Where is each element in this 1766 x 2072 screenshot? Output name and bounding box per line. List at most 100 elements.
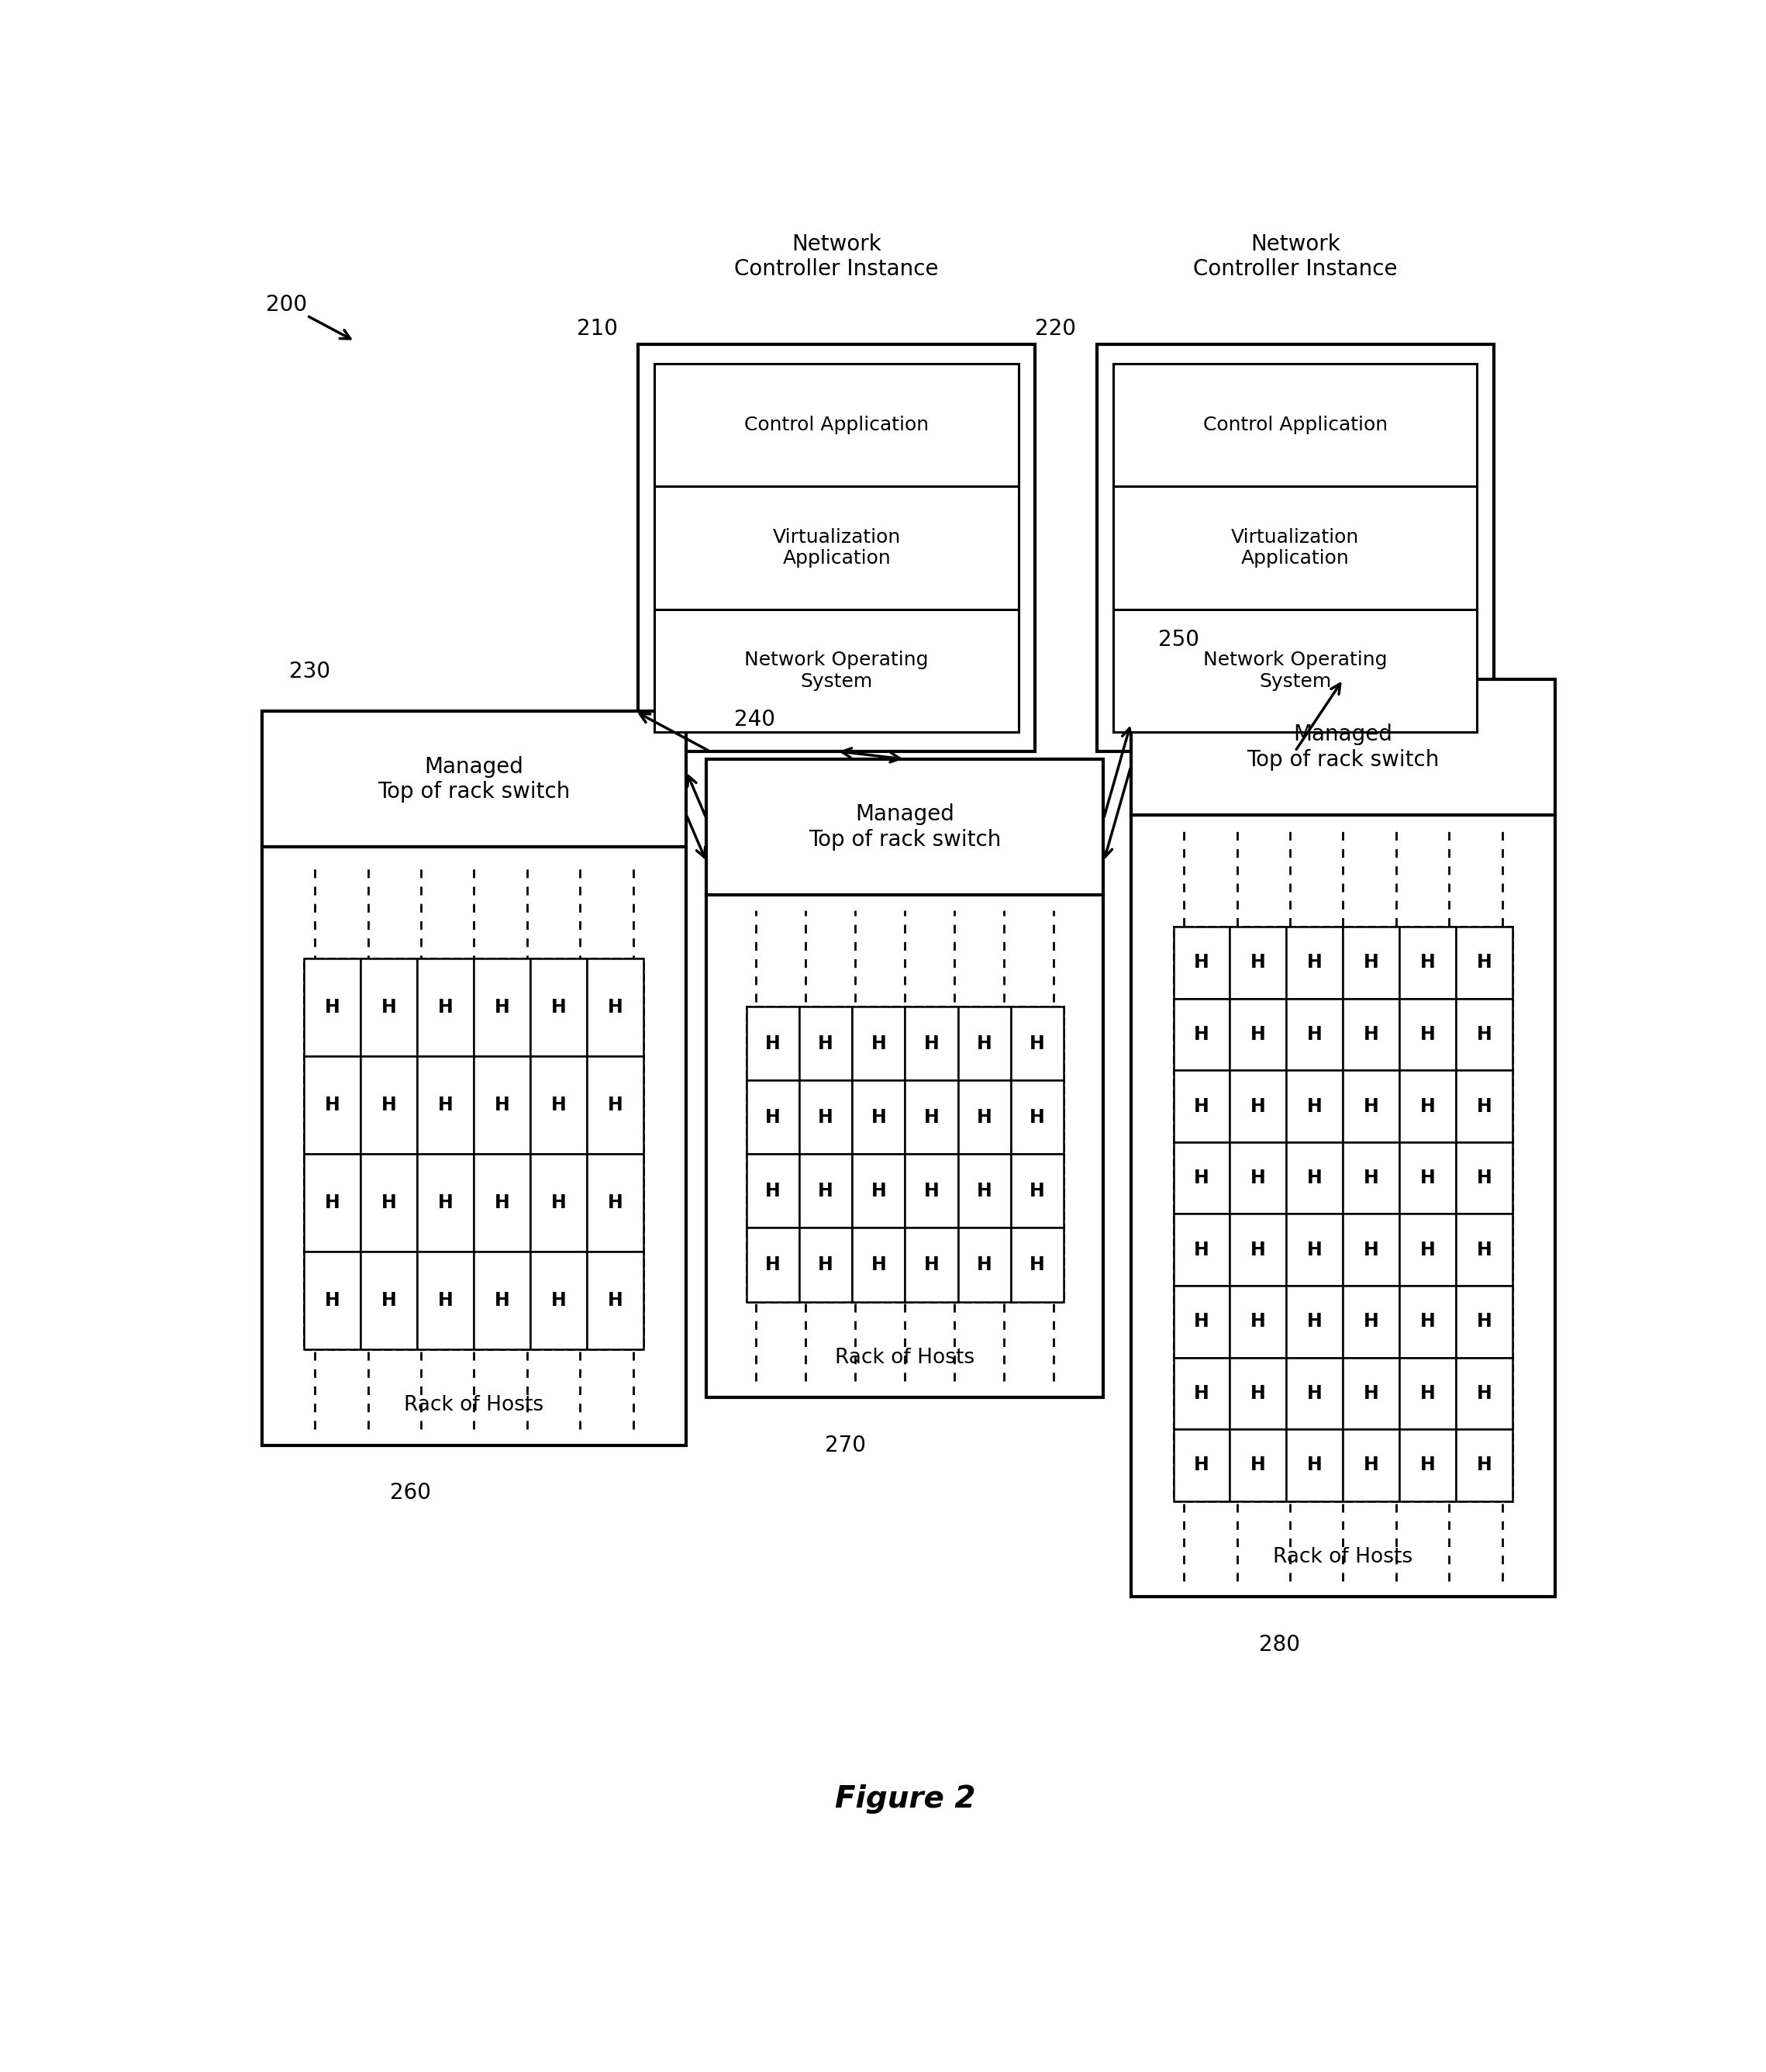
FancyBboxPatch shape (473, 1057, 530, 1154)
Text: H: H (1194, 1312, 1210, 1330)
FancyBboxPatch shape (1457, 1071, 1513, 1142)
Text: H: H (818, 1181, 834, 1200)
Text: H: H (1363, 1457, 1379, 1475)
FancyBboxPatch shape (1286, 1142, 1344, 1214)
FancyBboxPatch shape (1344, 999, 1400, 1071)
FancyBboxPatch shape (1097, 344, 1494, 752)
Text: H: H (1420, 1026, 1436, 1044)
Text: H: H (765, 1109, 781, 1127)
Text: H: H (1476, 1457, 1492, 1475)
FancyBboxPatch shape (1173, 1071, 1229, 1142)
Text: H: H (1363, 1169, 1379, 1187)
Text: H: H (494, 1291, 510, 1310)
Text: H: H (977, 1034, 992, 1053)
Text: H: H (551, 999, 567, 1017)
FancyBboxPatch shape (1229, 999, 1286, 1071)
FancyBboxPatch shape (473, 959, 530, 1057)
FancyBboxPatch shape (1457, 1285, 1513, 1357)
Text: Network
Controller Instance: Network Controller Instance (1194, 234, 1397, 280)
Text: H: H (977, 1256, 992, 1274)
FancyBboxPatch shape (1173, 1430, 1229, 1500)
Text: H: H (1030, 1181, 1045, 1200)
Text: H: H (1307, 1457, 1323, 1475)
Text: H: H (1476, 1096, 1492, 1115)
FancyBboxPatch shape (1286, 1357, 1344, 1430)
Text: Network Operating
System: Network Operating System (1203, 651, 1388, 690)
FancyBboxPatch shape (747, 1080, 800, 1154)
FancyBboxPatch shape (586, 1154, 643, 1251)
FancyBboxPatch shape (586, 1057, 643, 1154)
FancyBboxPatch shape (906, 1007, 957, 1080)
FancyBboxPatch shape (706, 758, 1104, 1397)
Text: Managed
Top of rack switch: Managed Top of rack switch (378, 756, 570, 802)
FancyBboxPatch shape (957, 1080, 1010, 1154)
FancyBboxPatch shape (417, 959, 473, 1057)
FancyBboxPatch shape (1173, 1214, 1229, 1285)
FancyBboxPatch shape (800, 1080, 853, 1154)
FancyBboxPatch shape (1229, 1142, 1286, 1214)
Text: H: H (1307, 1169, 1323, 1187)
FancyBboxPatch shape (1344, 1071, 1400, 1142)
Text: H: H (1307, 1026, 1323, 1044)
FancyBboxPatch shape (800, 1007, 853, 1080)
FancyBboxPatch shape (1286, 1430, 1344, 1500)
Text: Control Application: Control Application (1203, 416, 1388, 435)
Text: H: H (438, 1193, 454, 1212)
FancyBboxPatch shape (1173, 999, 1229, 1071)
Text: H: H (494, 1096, 510, 1115)
Text: H: H (765, 1181, 781, 1200)
FancyBboxPatch shape (1286, 926, 1344, 999)
Text: H: H (765, 1256, 781, 1274)
Text: H: H (1194, 1026, 1210, 1044)
FancyBboxPatch shape (853, 1080, 906, 1154)
Text: Rack of Hosts: Rack of Hosts (1273, 1548, 1413, 1566)
FancyBboxPatch shape (747, 1229, 800, 1301)
Text: H: H (871, 1181, 887, 1200)
FancyBboxPatch shape (1229, 1214, 1286, 1285)
FancyBboxPatch shape (853, 1007, 906, 1080)
FancyBboxPatch shape (1286, 1071, 1344, 1142)
FancyBboxPatch shape (1229, 1430, 1286, 1500)
Text: H: H (1307, 953, 1323, 972)
Text: H: H (1250, 1096, 1266, 1115)
FancyBboxPatch shape (1173, 1142, 1229, 1214)
FancyBboxPatch shape (1344, 1142, 1400, 1214)
FancyBboxPatch shape (360, 1251, 417, 1349)
Text: H: H (1363, 1026, 1379, 1044)
FancyBboxPatch shape (1229, 1285, 1286, 1357)
FancyBboxPatch shape (304, 959, 643, 1349)
FancyBboxPatch shape (586, 1251, 643, 1349)
FancyBboxPatch shape (1457, 1142, 1513, 1214)
Text: Managed
Top of rack switch: Managed Top of rack switch (809, 804, 1001, 850)
FancyBboxPatch shape (304, 1057, 360, 1154)
FancyBboxPatch shape (417, 1057, 473, 1154)
Text: H: H (494, 1193, 510, 1212)
FancyBboxPatch shape (473, 1154, 530, 1251)
Text: H: H (1194, 1384, 1210, 1403)
Text: H: H (924, 1256, 940, 1274)
FancyBboxPatch shape (1229, 1357, 1286, 1430)
Text: H: H (1363, 1241, 1379, 1260)
FancyBboxPatch shape (1010, 1154, 1063, 1229)
FancyBboxPatch shape (906, 1154, 957, 1229)
Text: Rack of Hosts: Rack of Hosts (835, 1347, 975, 1368)
Text: H: H (1194, 1457, 1210, 1475)
Text: H: H (1476, 953, 1492, 972)
Text: H: H (438, 999, 454, 1017)
Text: H: H (1420, 1096, 1436, 1115)
Text: H: H (1307, 1241, 1323, 1260)
FancyBboxPatch shape (957, 1007, 1010, 1080)
FancyBboxPatch shape (530, 959, 586, 1057)
Text: H: H (1420, 1312, 1436, 1330)
Text: H: H (1420, 1457, 1436, 1475)
FancyBboxPatch shape (530, 1251, 586, 1349)
Text: H: H (551, 1193, 567, 1212)
FancyBboxPatch shape (853, 1229, 906, 1301)
FancyBboxPatch shape (1344, 1430, 1400, 1500)
Text: H: H (1420, 1169, 1436, 1187)
FancyBboxPatch shape (1344, 926, 1400, 999)
Text: Virtualization
Application: Virtualization Application (772, 528, 901, 568)
Text: H: H (325, 999, 341, 1017)
FancyBboxPatch shape (1344, 1214, 1400, 1285)
FancyBboxPatch shape (655, 363, 1019, 731)
